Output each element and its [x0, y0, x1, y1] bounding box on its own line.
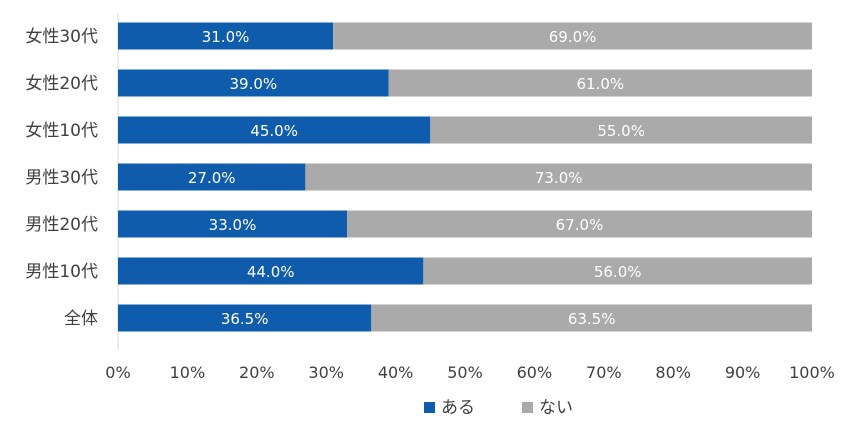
data-label: 73.0%	[535, 169, 583, 187]
x-tick-label: 60%	[517, 363, 553, 382]
x-tick-label: 20%	[239, 363, 275, 382]
category-label: 男性20代	[25, 215, 98, 235]
bar-segment-nai	[333, 22, 812, 50]
x-tick-label: 70%	[586, 363, 622, 382]
bar-segment-aru	[118, 304, 372, 332]
bar-segment-nai	[430, 116, 812, 144]
category-label: 男性30代	[25, 168, 98, 188]
data-label: 27.0%	[188, 169, 236, 187]
data-label: 56.0%	[594, 263, 642, 281]
data-label: 63.5%	[568, 310, 616, 328]
x-tick-label: 30%	[308, 363, 344, 382]
data-label: 33.0%	[209, 216, 257, 234]
bars-group: 31.0% 69.0% 39.0% 61.0% 45.0% 55.0% 27.0% 73.0%…	[118, 22, 812, 332]
category-label: 女性30代	[25, 27, 98, 47]
category-label: 女性20代	[25, 74, 98, 94]
category-label: 女性10代	[25, 121, 98, 141]
data-label: 39.0%	[230, 75, 278, 93]
x-tick-label: 50%	[447, 363, 483, 382]
bar-segment-aru	[118, 116, 431, 144]
data-label: 55.0%	[597, 122, 645, 140]
data-label: 36.5%	[221, 310, 269, 328]
x-tick-label: 0%	[105, 363, 130, 382]
bar-segment-nai	[388, 69, 812, 97]
bar-segment-nai	[305, 163, 812, 191]
bar-segment-aru	[118, 22, 334, 50]
data-label: 67.0%	[556, 216, 604, 234]
legend: ある ない	[424, 398, 573, 418]
category-label: 全体	[64, 309, 98, 329]
legend-label: ある	[441, 398, 475, 418]
legend-swatch	[522, 402, 533, 413]
x-tick-label: 40%	[378, 363, 414, 382]
bar-segment-aru	[118, 257, 424, 285]
bar-segment-nai	[347, 210, 812, 238]
category-label: 男性10代	[25, 262, 98, 282]
x-tick-label: 80%	[655, 363, 691, 382]
data-label: 31.0%	[202, 28, 250, 46]
x-tick-label: 90%	[725, 363, 761, 382]
data-label: 61.0%	[577, 75, 625, 93]
x-tick-labels: 0% 10% 20% 30% 40% 50% 60% 70% 80% 90% 100%	[105, 363, 835, 382]
data-label: 44.0%	[247, 263, 295, 281]
bar-segment-aru	[118, 69, 389, 97]
legend-label: ない	[539, 398, 573, 418]
data-label: 69.0%	[549, 28, 597, 46]
x-tick-label: 10%	[170, 363, 206, 382]
bar-segment-aru	[118, 163, 306, 191]
bar-segment-nai	[371, 304, 812, 332]
legend-swatch	[424, 402, 435, 413]
bar-segment-nai	[423, 257, 812, 285]
x-tick-label: 100%	[789, 363, 835, 382]
bar-segment-aru	[118, 210, 348, 238]
data-label: 45.0%	[250, 122, 298, 140]
